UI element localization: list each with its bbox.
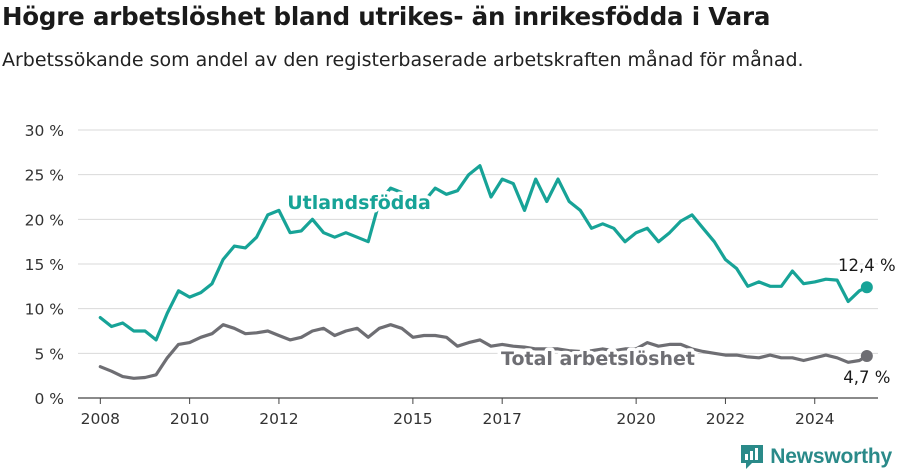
y-tick-label: 30 %: [25, 122, 64, 140]
y-tick-label: 5 %: [34, 345, 64, 363]
y-tick-label: 10 %: [25, 301, 64, 319]
series-total-line: [98, 323, 869, 380]
series-label-utlandsfodda: Utlandsfödda: [287, 192, 431, 214]
x-tick-label: 2017: [482, 410, 521, 428]
chart-subtitle: Arbetssökande som andel av den registerb…: [2, 49, 804, 71]
series-utlandsfodda-line: [98, 164, 869, 342]
series-total-end-dot: [860, 350, 873, 363]
y-tick-label: 15 %: [25, 256, 64, 274]
x-axis: 2008 2010 2012 2015 2017 2020 2022 2024: [78, 397, 878, 428]
x-tick-label: 2008: [81, 410, 120, 428]
chart-title: Högre arbetslöshet bland utrikes- än inr…: [2, 2, 771, 31]
y-tick-label: 25 %: [25, 167, 64, 185]
x-tick-label: 2010: [170, 410, 209, 428]
series-lines: [98, 164, 873, 380]
end-value-total: 4,7 %: [843, 368, 890, 387]
newsworthy-logo-icon: [741, 445, 764, 469]
y-tick-label: 20 %: [25, 211, 64, 229]
y-axis: 0 % 5 % 10 % 15 % 20 % 25 % 30 %: [25, 122, 64, 408]
x-tick-label: 2024: [795, 410, 834, 428]
brand-logo: Newsworthy: [739, 443, 892, 471]
brand-name: Newsworthy: [770, 445, 892, 468]
x-tick-label: 2022: [706, 410, 745, 428]
series-label-total: Total arbetslöshet: [501, 348, 695, 370]
x-tick-label: 2020: [616, 410, 655, 428]
x-tick-label: 2015: [393, 410, 432, 428]
series-labels: Utlandsfödda Total arbetslöshet 12,4 % 4,7 …: [284, 189, 898, 390]
y-tick-label: 0 %: [34, 390, 64, 408]
end-value-utlandsfodda: 12,4 %: [838, 256, 896, 275]
x-tick-label: 2012: [259, 410, 298, 428]
series-utlandsfodda-end-dot: [860, 281, 873, 294]
